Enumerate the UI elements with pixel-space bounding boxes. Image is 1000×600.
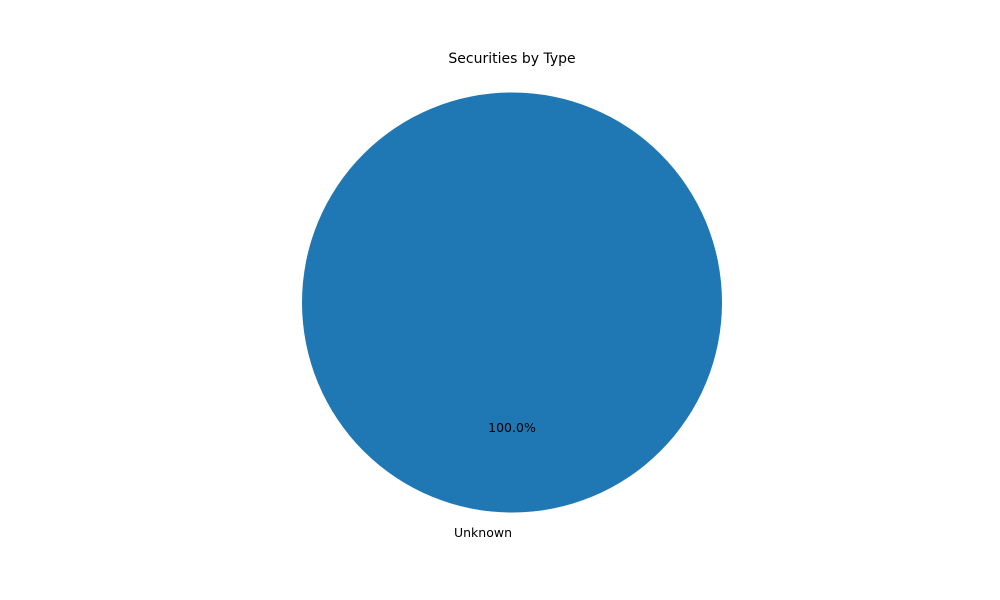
chart-title: Securities by Type [448,51,575,67]
pie-labels: Unknown 100.0% [454,420,536,540]
pie-slice-unknown [302,92,722,513]
pie-slices [302,92,722,513]
slice-percent-label: 100.0% [488,420,536,435]
slice-label: Unknown [454,525,512,540]
